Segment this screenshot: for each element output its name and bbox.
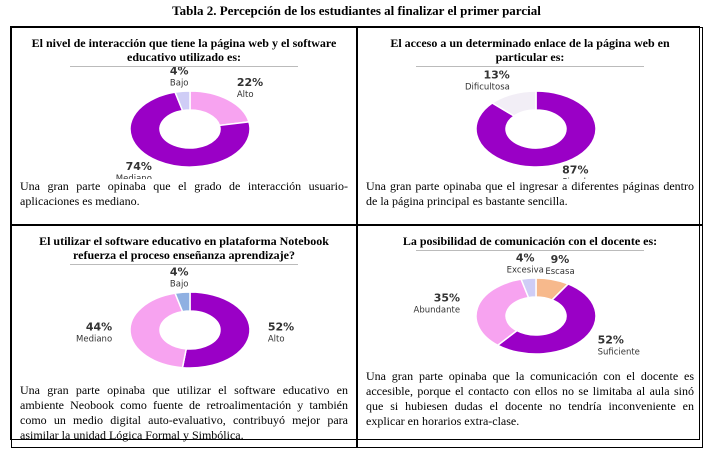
donut-segment: [129, 292, 188, 369]
table: El nivel de interacción que tiene la pág…: [10, 26, 703, 448]
donut-segment: [174, 90, 191, 112]
value-label: 4%: [170, 67, 189, 77]
table-title: Tabla 2. Percepción de los estudiantes a…: [172, 3, 541, 18]
category-label: Dificultosa: [465, 82, 510, 92]
donut-segment: [496, 283, 597, 355]
category-label: Bajo: [170, 279, 189, 289]
value-label: 87%: [562, 164, 588, 177]
value-label: 22%: [237, 76, 263, 89]
cell: El nivel de interacción que tiene la pág…: [11, 27, 357, 225]
category-label: Suficiente: [598, 348, 640, 358]
donut-segment: [490, 90, 537, 117]
category-label: Alto: [237, 90, 254, 100]
cell: El utilizar el software educativo en pla…: [11, 225, 357, 448]
category-label: Excesiva: [507, 265, 544, 275]
donut-segment: [475, 90, 597, 168]
cell-text: Una gran parte opinaba que la comunicaci…: [366, 369, 694, 428]
separator: [416, 250, 644, 251]
category-label: Mediano: [76, 334, 112, 344]
donut-chart: 87%Simple 13%Dificultosa: [465, 68, 597, 179]
donut-segment: [129, 91, 251, 168]
donut-segment: [475, 278, 530, 347]
category-label: Alto: [268, 334, 285, 344]
cell-text: Una gran parte opinaba que utilizar el s…: [20, 383, 348, 442]
value-label: 4%: [170, 265, 189, 278]
value-label: 9%: [551, 253, 570, 266]
value-label: 44%: [86, 320, 112, 333]
category-label: Abundante: [414, 306, 461, 316]
separator: [70, 66, 298, 67]
donut-segment: [174, 291, 191, 313]
cell: La posibilidad de comunicación con el do…: [357, 225, 703, 448]
category-label: Mediano: [116, 174, 152, 179]
cell-heading: El utilizar el software educativo en pla…: [39, 234, 329, 262]
value-label: 52%: [268, 320, 294, 333]
value-label: 74%: [126, 160, 152, 173]
cell-text: Una gran parte opinaba que el grado de i…: [20, 179, 348, 208]
donut-chart: 52%Alto 44%Mediano 4%Bajo: [76, 265, 294, 369]
separator: [70, 264, 298, 265]
donut-segment: [520, 277, 537, 299]
cell: El acceso a un determinado enlace de la …: [357, 27, 703, 225]
donut-chart: 9%Escasa 52%Suficiente 35%Abundante 4%Exces…: [414, 251, 640, 358]
category-label: Escasa: [545, 267, 574, 277]
donut-chart: 22%Alto 74%Mediano 4%Bajo: [116, 67, 263, 179]
donut-segment: [181, 291, 251, 369]
value-label: 13%: [484, 68, 510, 81]
value-label: 35%: [434, 292, 460, 305]
cell-text: Una gran parte opinaba que el ingresar a…: [366, 179, 694, 208]
category-label: Bajo: [170, 78, 189, 88]
category-label: Simple: [562, 178, 591, 179]
cell-heading: La posibilidad de comunicación con el do…: [402, 234, 658, 248]
cell-heading: El acceso a un determinado enlace de la …: [390, 36, 670, 64]
value-label: 4%: [516, 251, 535, 264]
value-label: 52%: [598, 334, 624, 347]
cell-heading: El nivel de interacción que tiene la pág…: [31, 36, 337, 64]
separator: [416, 66, 644, 67]
